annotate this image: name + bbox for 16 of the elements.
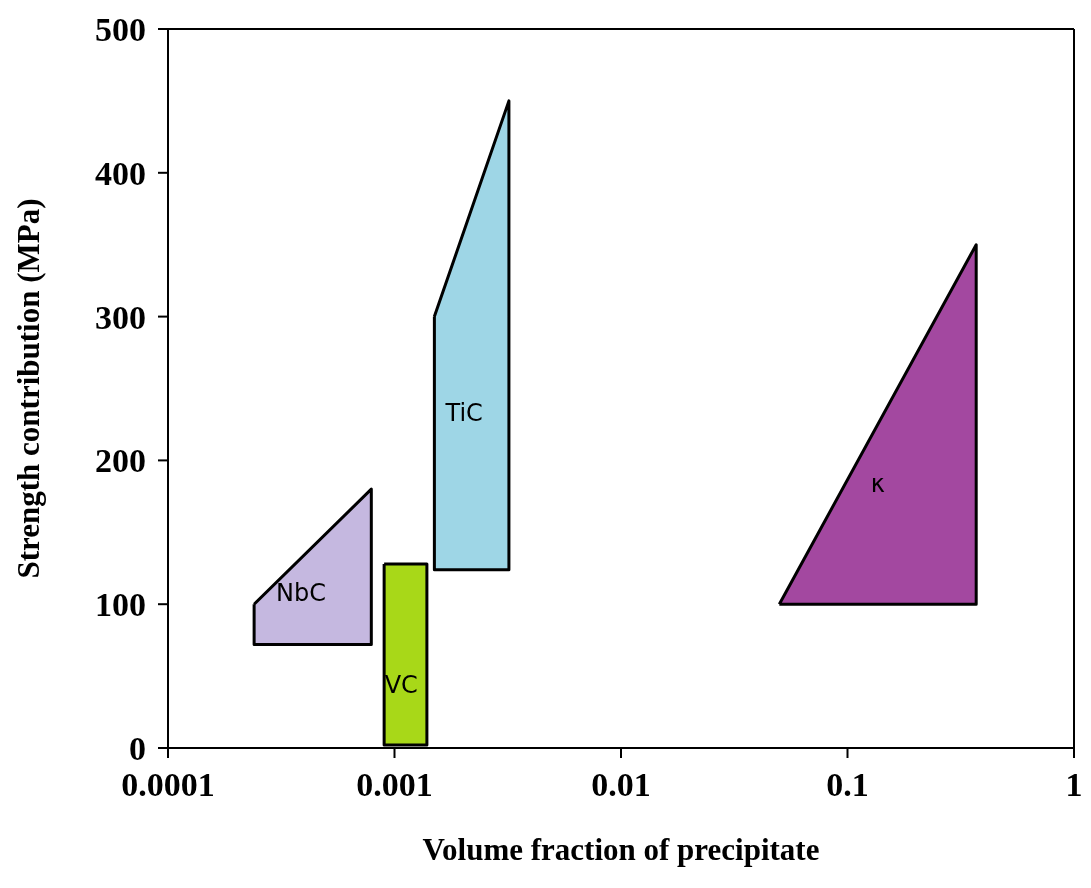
x-tick-label: 0.1 [826,766,869,804]
series-label: NbC [276,578,326,607]
y-tick-label: 0 [129,730,146,768]
x-axis-title: Volume fraction of precipitate [422,832,820,867]
y-tick-label: 400 [95,154,146,192]
y-axis-title: Strength contribution (MPa) [11,198,47,579]
series-label: κ [870,470,885,499]
x-tick-label: 0.01 [591,766,651,804]
y-tick-label: 200 [95,442,146,480]
y-tick-label: 100 [95,586,146,624]
x-tick-label: 1 [1065,766,1083,804]
y-tick-label: 500 [95,11,146,49]
series-label: TiC [445,399,483,428]
x-tick-label: 0.0001 [121,766,215,804]
x-tick-label: 0.001 [356,766,433,804]
y-tick-label: 300 [95,298,146,336]
